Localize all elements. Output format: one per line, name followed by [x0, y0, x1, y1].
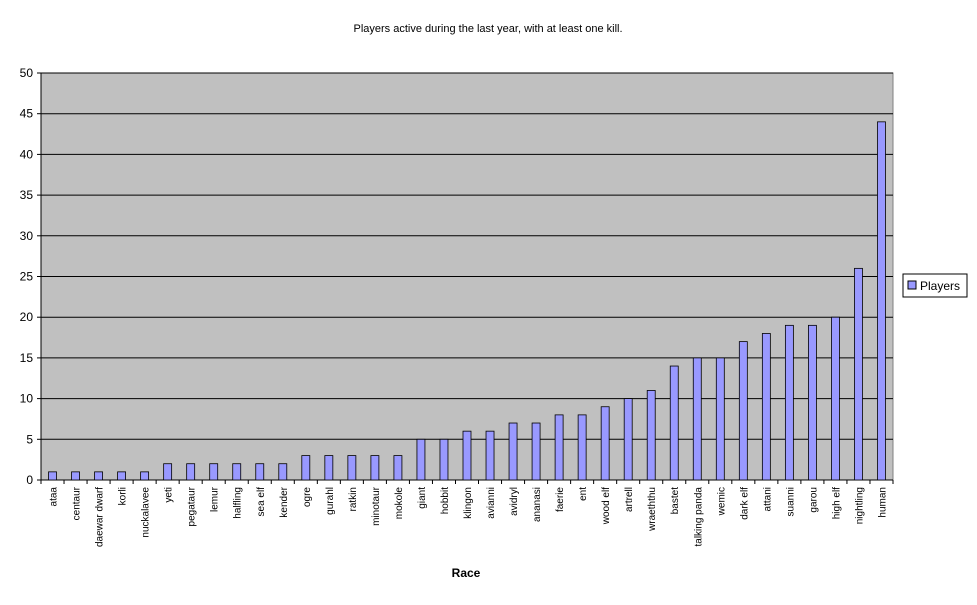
bar	[209, 463, 219, 481]
x-tick-label: artrell	[624, 487, 635, 512]
x-tick-label: korli	[118, 487, 129, 505]
legend-swatch	[907, 280, 917, 290]
x-tick-label: lemur	[210, 486, 221, 512]
bar	[71, 471, 80, 481]
chart-title: Players active during the last year, wit…	[353, 23, 622, 35]
x-tick-label: wraeththu	[647, 487, 658, 532]
bar	[808, 324, 817, 481]
legend-label: Players	[920, 279, 960, 293]
x-tick-label: suanni	[785, 487, 796, 516]
x-tick-label: halfling	[233, 487, 244, 519]
x-tick-label: sea elf	[256, 487, 267, 517]
x-tick-label: faerie	[555, 487, 566, 512]
bar	[232, 463, 242, 481]
bar	[140, 471, 150, 481]
x-axis-label: Race	[452, 566, 481, 580]
x-tick-label: ent	[578, 487, 589, 501]
y-tick-label: 35	[20, 188, 34, 202]
bar	[738, 341, 748, 481]
x-tick-label: high elf	[831, 487, 842, 519]
x-tick-label: nuckalavee	[141, 487, 152, 538]
bar	[669, 365, 679, 481]
x-tick-label: garou	[808, 487, 819, 513]
bar	[831, 316, 840, 481]
x-tick-label: bastet	[670, 487, 681, 514]
bar	[347, 455, 357, 481]
x-tick-label: centaur	[72, 486, 83, 520]
x-tick-label: nightling	[854, 487, 865, 524]
x-tick-label: dark elf	[739, 487, 750, 520]
bar	[692, 357, 702, 481]
bar	[186, 463, 196, 481]
y-tick-label: 5	[26, 432, 33, 446]
bar	[554, 414, 564, 481]
bar	[117, 471, 126, 481]
bar	[393, 455, 403, 481]
bar	[370, 455, 380, 481]
x-tick-label: pegataur	[187, 486, 198, 526]
bar	[784, 324, 794, 481]
bar	[623, 398, 633, 481]
x-tick-label: avidryl	[509, 487, 520, 516]
x-tick-label: wemic	[716, 487, 727, 516]
bar	[324, 455, 334, 481]
x-tick-label: mokole	[394, 487, 405, 520]
bar	[163, 463, 173, 481]
x-tick-label: gurahl	[325, 487, 336, 515]
y-tick-label: 20	[20, 310, 34, 324]
x-tick-label: ataa	[49, 487, 60, 507]
y-tick-label: 10	[20, 392, 34, 406]
x-tick-label: attani	[762, 487, 773, 511]
x-tick-label: daewar dwarf	[95, 487, 106, 547]
bar	[485, 430, 495, 481]
x-tick-label: klingon	[463, 487, 474, 519]
bar	[416, 438, 426, 481]
y-tick-label: 15	[20, 351, 34, 365]
y-tick-label: 25	[20, 270, 34, 284]
bar	[577, 414, 587, 481]
bar	[94, 471, 103, 481]
y-tick-label: 40	[20, 147, 34, 161]
y-tick-label: 0	[26, 473, 33, 487]
x-tick-label: yeti	[164, 487, 175, 503]
bar	[646, 390, 656, 481]
bar	[255, 463, 265, 481]
x-tick-label: ananasi	[532, 487, 543, 522]
bar	[462, 430, 472, 481]
y-tick-label: 45	[20, 107, 34, 121]
x-tick-label: wood elf	[601, 487, 612, 525]
y-tick-label: 50	[20, 66, 34, 80]
x-tick-label: minotaur	[371, 486, 382, 526]
x-tick-label: kender	[279, 486, 290, 517]
legend-box	[902, 273, 968, 298]
bar	[48, 471, 57, 481]
x-tick-label: hobbit	[440, 487, 451, 514]
bar	[531, 422, 541, 481]
x-tick-label: ogre	[302, 487, 313, 507]
bar	[877, 121, 886, 481]
bar	[278, 463, 288, 481]
x-tick-label: avianni	[486, 487, 497, 519]
bar	[508, 422, 518, 481]
bar	[301, 455, 311, 481]
x-tick-label: ratkin	[348, 487, 359, 511]
y-tick-label: 30	[20, 229, 34, 243]
x-tick-label: talking panda	[693, 487, 704, 547]
bar	[600, 406, 610, 481]
x-tick-label: human	[877, 487, 888, 518]
bar	[439, 438, 449, 481]
bar	[715, 357, 725, 481]
x-tick-label: giant	[417, 487, 428, 509]
bar	[761, 333, 771, 481]
bar	[854, 267, 863, 481]
